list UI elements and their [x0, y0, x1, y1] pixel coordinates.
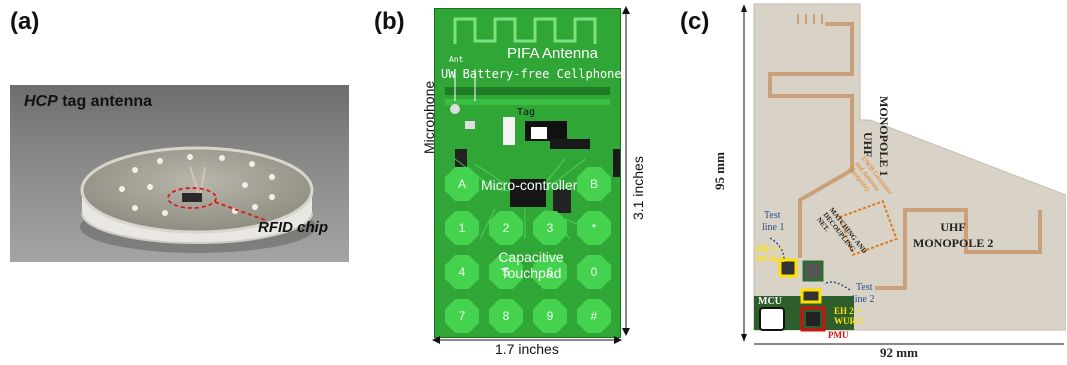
eh2-box-icon [800, 288, 822, 304]
ant-label: Ant [449, 55, 464, 64]
touchpad-label: Touchpad [500, 265, 562, 281]
key-6[interactable]: 6 [533, 255, 567, 289]
pifa-antenna-label: PIFA Antenna [507, 45, 598, 62]
uw-cellphone-label: UW Battery-free Cellphone [441, 67, 622, 81]
matching-box-icon [802, 260, 824, 282]
rfid-tag-photo: HCP tag antenna RFID chip [10, 85, 349, 262]
key-5[interactable]: 5 [489, 255, 523, 289]
mcu-label: MCU [758, 296, 782, 307]
pmu-box-icon [800, 306, 826, 332]
test-line2-label-a: Test [856, 282, 873, 293]
key-b[interactable]: B [577, 167, 611, 201]
panel-a-label: (a) [10, 8, 40, 35]
key-2[interactable]: 2 [489, 211, 523, 245]
key-7[interactable]: 7 [445, 299, 479, 333]
capacitive-label: Capacitive [498, 249, 564, 265]
monopole1-uhf-label: UHF [861, 132, 875, 158]
test-line1-label-b: line 1 [762, 222, 785, 233]
key-8[interactable]: 8 [489, 299, 523, 333]
monopole2-label: MONOPOLE 2 [913, 236, 994, 250]
mcu-chip-icon [759, 307, 785, 331]
tag-antenna-title-italic: HCP [24, 93, 58, 110]
board-height-label: 95 mm [712, 152, 727, 190]
height-dimension-label: 3.1 inches [630, 156, 646, 220]
panel-b-label: (b) [374, 8, 405, 35]
harvester-board-photo: 95 mm 92 mm UHF MONOPOLE 1 UHF MONOPOLE … [712, 0, 1066, 360]
width-dimension-label: 1.7 inches [495, 341, 559, 357]
eh2-label-b: WUR 2 [834, 316, 863, 326]
key-9[interactable]: 9 [533, 299, 567, 333]
eh1-label-a: EH 1 + [756, 244, 784, 254]
panel-b-dimension-arrows [432, 6, 630, 344]
eh1-box-icon [778, 258, 798, 278]
board-width-label: 92 mm [880, 345, 918, 360]
battery-free-cellphone-photo: PIFA Antenna UW Battery-free Cellphone A… [434, 8, 622, 338]
tag-antenna-title: HCP tag antenna [24, 93, 152, 111]
key-0[interactable]: 0 [577, 255, 611, 289]
test-line2-label-b: line 2 [852, 294, 875, 305]
test-line1-label-a: Test [764, 210, 781, 221]
tag-antenna-title-rest: tag antenna [57, 93, 153, 110]
rfid-chip-label: RFID chip [258, 219, 328, 236]
rfid-chip-icon [182, 193, 202, 202]
key-4[interactable]: 4 [445, 255, 479, 289]
eh1-label-b: WUR 1 [756, 254, 785, 264]
pmu-label: PMU [828, 330, 849, 340]
key-star[interactable]: * [577, 211, 611, 245]
panel-c-label: (c) [680, 8, 710, 35]
key-3[interactable]: 3 [533, 211, 567, 245]
key-hash[interactable]: # [577, 299, 611, 333]
key-1[interactable]: 1 [445, 211, 479, 245]
monopole2-uhf-label: UHF [940, 220, 966, 234]
tag-antenna-illustration [80, 146, 316, 253]
eh2-label-a: EH 2 + [834, 306, 862, 316]
key-a[interactable]: A [445, 167, 479, 201]
board-illustration [741, 3, 1066, 345]
monopole1-label: MONOPOLE 1 [877, 96, 891, 177]
micro-controller-label: Micro-controller [481, 177, 578, 193]
tag-label: Tag [517, 107, 536, 118]
